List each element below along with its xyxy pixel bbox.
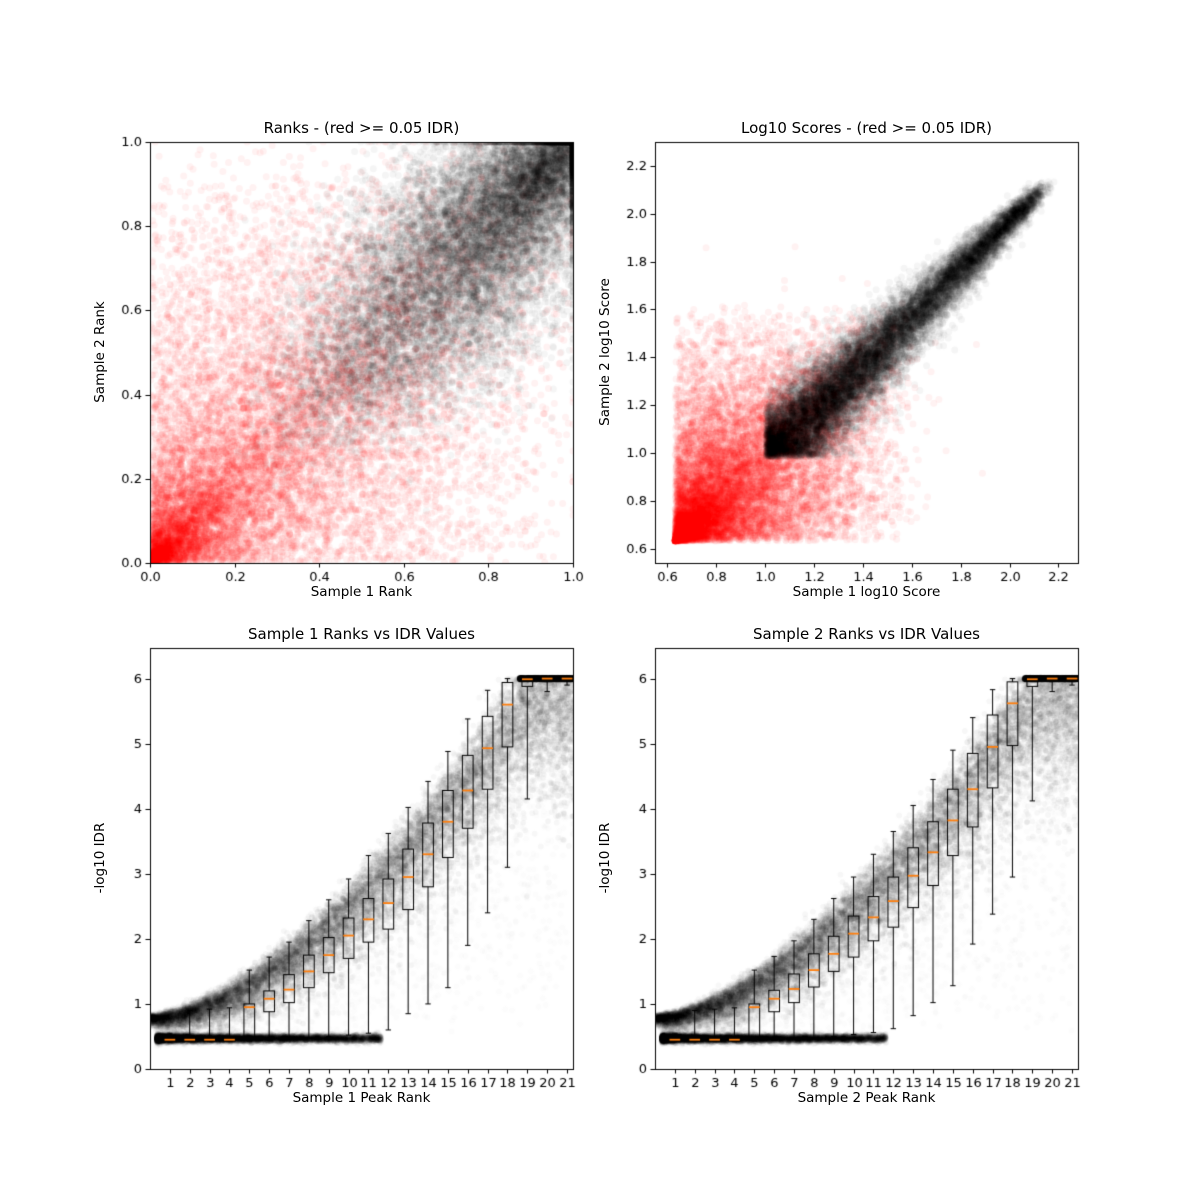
- panel-scores-xlabel: Sample 1 log10 Score: [792, 584, 941, 600]
- panel-sample2-idr-ylabel: -log10 IDR: [597, 822, 613, 894]
- panel-ranks-title: Ranks - (red >= 0.05 IDR): [263, 119, 460, 137]
- panel-sample1-idr-ylabel: -log10 IDR: [92, 822, 108, 894]
- panel-ranks-xlabel: Sample 1 Rank: [310, 584, 413, 600]
- panel-scores-ylabel: Sample 2 log10 Score: [597, 278, 613, 426]
- panel-sample2-idr-xlabel: Sample 2 Peak Rank: [797, 1090, 936, 1106]
- panel-scores-title: Log10 Scores - (red >= 0.05 IDR): [741, 119, 992, 137]
- panel-sample1-idr-title: Sample 1 Ranks vs IDR Values: [247, 625, 475, 643]
- panel-sample1-idr-xlabel: Sample 1 Peak Rank: [292, 1090, 431, 1106]
- panel-sample2-idr-title: Sample 2 Ranks vs IDR Values: [752, 625, 980, 643]
- panel-ranks-ylabel: Sample 2 Rank: [92, 301, 108, 403]
